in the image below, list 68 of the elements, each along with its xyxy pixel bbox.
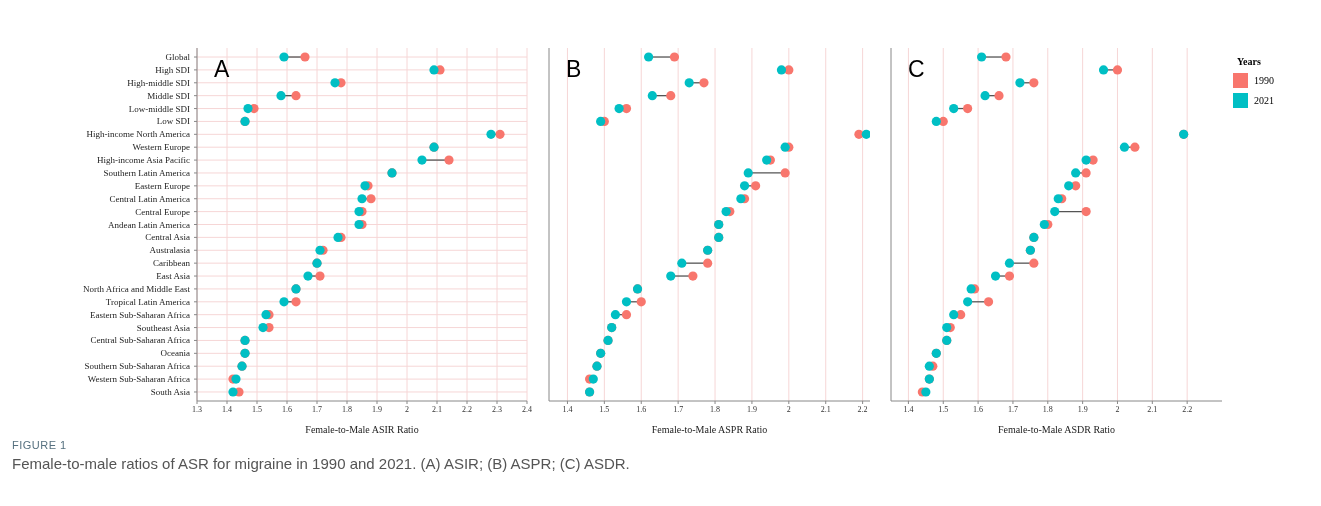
x-tick-label: 1.8 (1042, 404, 1053, 414)
y-tick-label: High SDI (155, 64, 190, 75)
y-tick-label: High-income North America (86, 129, 190, 140)
chart-title: C (908, 56, 925, 83)
x-tick-label: 1.9 (372, 404, 382, 414)
y-tick-label: Tropical Latin America (105, 296, 190, 307)
x-tick-label: 1.7 (673, 404, 684, 414)
y-tick-label: North Africa and Middle East (83, 283, 191, 294)
y-tick-label: Central Europe (135, 206, 190, 217)
y-tick-label: Southeast Asia (136, 322, 190, 333)
x-tick-label: 1.6 (636, 404, 647, 414)
y-tick-label: High-middle SDI (127, 77, 190, 88)
x-tick-label: 1.4 (562, 404, 573, 414)
y-tick-label: Central Asia (145, 232, 190, 243)
x-tick-label: 2 (786, 404, 791, 414)
y-tick-label: Oceania (160, 348, 190, 359)
x-axis-title: Female-to-Male ASIR Ratio (305, 424, 419, 435)
x-tick-label: 2.2 (857, 404, 868, 414)
x-tick-label: 2.4 (522, 404, 532, 414)
x-tick-label: 2.2 (1182, 404, 1193, 414)
legend-label: 2021 (1254, 95, 1274, 106)
y-tick-label: Caribbean (153, 258, 191, 269)
y-tick-label: High-income Asia Pacific (97, 155, 190, 166)
x-tick-label: 1.9 (1077, 404, 1088, 414)
x-tick-label: 1.5 (252, 404, 262, 414)
y-tick-label: Low-middle SDI (128, 103, 190, 114)
x-tick-label: 1.4 (222, 404, 232, 414)
x-tick-label: 1.9 (746, 404, 757, 414)
x-tick-label: 1.7 (1007, 404, 1018, 414)
y-tick-label: Eastern Europe (134, 180, 190, 191)
y-tick-label: Southern Sub-Saharan Africa (84, 361, 190, 372)
y-tick-label: Andean Latin America (108, 219, 190, 230)
chart-title: A (214, 56, 230, 83)
text: Female-to-male ratios of ASR for migraine in 1990 and 2021. (A) ASIR; (B) ASPR; (C) ASDR. (12, 455, 631, 472)
x-tick-label: 1.5 (599, 404, 610, 414)
x-tick-label: 2.1 (820, 404, 831, 414)
x-tick-label: 1.3 (192, 404, 202, 414)
x-tick-label: 2.1 (432, 404, 442, 414)
y-tick-label: Middle SDI (147, 90, 190, 101)
x-tick-label: 1.5 (938, 404, 949, 414)
chart-title: B (566, 56, 582, 83)
x-tick-label: 2 (405, 404, 409, 414)
x-tick-label: 2.3 (492, 404, 502, 414)
x-tick-label: 1.7 (312, 404, 322, 414)
x-tick-label: 2 (1115, 404, 1120, 414)
y-tick-label: Central Latin America (109, 193, 190, 204)
legend-title: Years (1237, 56, 1262, 67)
x-tick-label: 2.2 (462, 404, 472, 414)
x-axis-title: Female-to-Male ASDR Ratio (997, 424, 1116, 435)
x-tick-label: 1.8 (710, 404, 721, 414)
y-tick-label: Low SDI (156, 116, 190, 127)
y-tick-label: Southern Latin America (103, 167, 190, 178)
y-tick-label: Global (165, 52, 191, 63)
x-axis-title: Female-to-Male ASPR Ratio (651, 424, 768, 435)
y-tick-label: East Asia (156, 271, 190, 282)
x-tick-label: 1.8 (342, 404, 352, 414)
y-tick-label: South Asia (150, 386, 190, 397)
caption: FIGURE 1 (12, 439, 68, 451)
x-tick-label: 1.4 (903, 404, 914, 414)
y-tick-label: Central Sub-Saharan Africa (90, 335, 190, 346)
x-tick-label: 1.6 (282, 404, 292, 414)
y-tick-label: Australasia (149, 245, 190, 256)
y-tick-label: Eastern Sub-Saharan Africa (90, 309, 190, 320)
x-tick-label: 1.6 (973, 404, 984, 414)
legend-label: 1990 (1254, 75, 1274, 86)
y-tick-label: Western Europe (132, 142, 190, 153)
y-tick-label: Western Sub-Saharan Africa (87, 374, 190, 385)
x-tick-label: 2.1 (1147, 404, 1158, 414)
